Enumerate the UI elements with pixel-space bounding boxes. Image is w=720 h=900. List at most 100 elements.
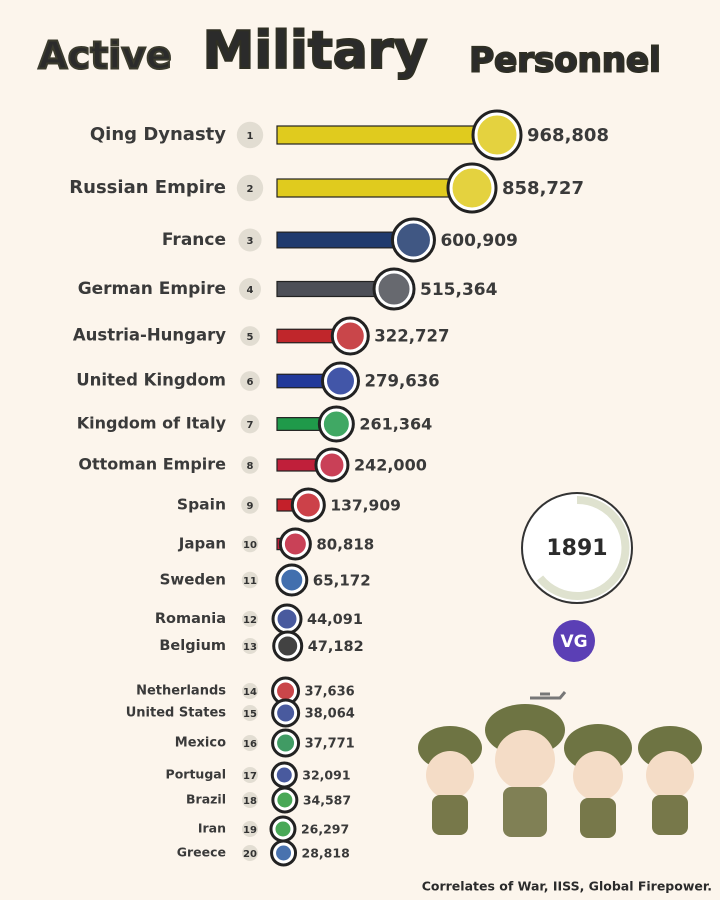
rank-label: 12	[243, 615, 257, 626]
year-label: 1891	[546, 536, 607, 561]
flag	[477, 115, 517, 155]
rank-label: 1	[247, 131, 254, 142]
flag	[396, 223, 430, 257]
rank-label: 9	[247, 501, 254, 512]
rank-badge	[242, 767, 258, 783]
rank-badge	[242, 735, 258, 751]
category-label: Iran	[198, 821, 226, 836]
rank-label: 11	[243, 576, 257, 587]
flag	[327, 367, 355, 395]
rank-badge	[242, 611, 258, 627]
category-label: German Empire	[78, 279, 226, 299]
rank-badge	[242, 683, 258, 699]
value-label: 44,091	[307, 612, 363, 628]
source-note: Correlates of War, IISS, Global Firepowe…	[422, 879, 712, 894]
title-part: Active	[38, 34, 172, 78]
rank-badge	[241, 456, 259, 474]
value-label: 65,172	[313, 572, 371, 590]
soldiers-illustration	[418, 691, 702, 838]
category-label: Brazil	[186, 792, 226, 807]
rank-label: 13	[243, 642, 257, 653]
flag	[277, 609, 297, 629]
rank-label: 17	[243, 771, 257, 782]
rank-label: 10	[243, 540, 257, 551]
flag	[320, 453, 344, 477]
logo-badge	[553, 620, 595, 662]
rank-badge	[239, 278, 261, 300]
value-label: 34,587	[303, 793, 351, 808]
flag	[452, 168, 492, 208]
category-label: Japan	[178, 535, 226, 553]
value-label: 37,636	[305, 685, 355, 700]
rank-label: 3	[247, 236, 254, 247]
category-label: Sweden	[160, 571, 226, 589]
category-label: Qing Dynasty	[90, 124, 226, 145]
flag	[323, 411, 349, 437]
flag	[378, 273, 410, 305]
category-label: United Kingdom	[76, 371, 226, 390]
value-label: 968,808	[527, 125, 609, 146]
flag	[277, 792, 293, 808]
logo-text: VG	[560, 632, 587, 652]
category-label: Austria-Hungary	[73, 326, 226, 345]
rank-label: 15	[243, 709, 257, 720]
flag	[278, 636, 298, 656]
bar	[276, 125, 498, 145]
rank-label: 8	[247, 461, 254, 472]
value-label: 47,182	[308, 639, 364, 655]
value-label: 37,771	[305, 737, 355, 752]
rank-badge	[236, 121, 264, 149]
category-label: Kingdom of Italy	[77, 414, 227, 433]
value-label: 242,000	[354, 456, 427, 475]
category-label: Ottoman Empire	[78, 455, 226, 474]
flag	[276, 845, 292, 861]
title-part: Personnel	[469, 41, 660, 81]
value-label: 38,064	[305, 707, 355, 722]
rank-badge	[241, 571, 259, 589]
rank-badge	[240, 326, 260, 346]
rank-label: 14	[243, 687, 257, 698]
year-ring	[521, 492, 633, 604]
rank-label: 18	[243, 796, 257, 807]
rank-label: 7	[247, 420, 254, 431]
rank-badge	[236, 174, 264, 202]
value-label: 322,727	[374, 327, 449, 346]
rank-label: 6	[247, 377, 254, 388]
category-label: Russian Empire	[69, 177, 226, 198]
flag	[336, 322, 364, 350]
value-label: 261,364	[359, 415, 432, 434]
category-label: Greece	[177, 845, 226, 860]
category-label: Mexico	[175, 736, 226, 751]
rank-badge	[238, 228, 262, 252]
flag	[296, 493, 320, 517]
value-label: 32,091	[302, 768, 350, 783]
value-label: 858,727	[502, 178, 584, 199]
rank-label: 19	[243, 825, 257, 836]
rank-badge	[242, 821, 258, 837]
rank-label: 20	[243, 849, 257, 860]
value-label: 80,818	[316, 536, 374, 554]
rank-badge	[242, 845, 258, 861]
category-label: Portugal	[166, 767, 226, 782]
rank-label: 16	[243, 739, 257, 750]
rank-badge	[240, 371, 260, 391]
year-progress	[536, 495, 630, 600]
rank-badge	[241, 535, 259, 553]
value-label: 600,909	[440, 231, 517, 251]
category-label: France	[162, 230, 226, 250]
rank-label: 4	[247, 285, 254, 296]
category-label: Romania	[155, 611, 226, 627]
rank-badge	[241, 496, 259, 514]
rank-badge	[242, 792, 258, 808]
rank-badge	[242, 638, 258, 654]
flag	[275, 821, 291, 837]
category-label: Belgium	[159, 638, 226, 654]
flag	[277, 704, 295, 722]
flag	[281, 569, 303, 591]
value-label: 279,636	[365, 372, 440, 391]
rank-badge	[242, 705, 258, 721]
category-label: United States	[126, 706, 227, 721]
flag	[277, 734, 295, 752]
value-label: 26,297	[301, 822, 349, 837]
